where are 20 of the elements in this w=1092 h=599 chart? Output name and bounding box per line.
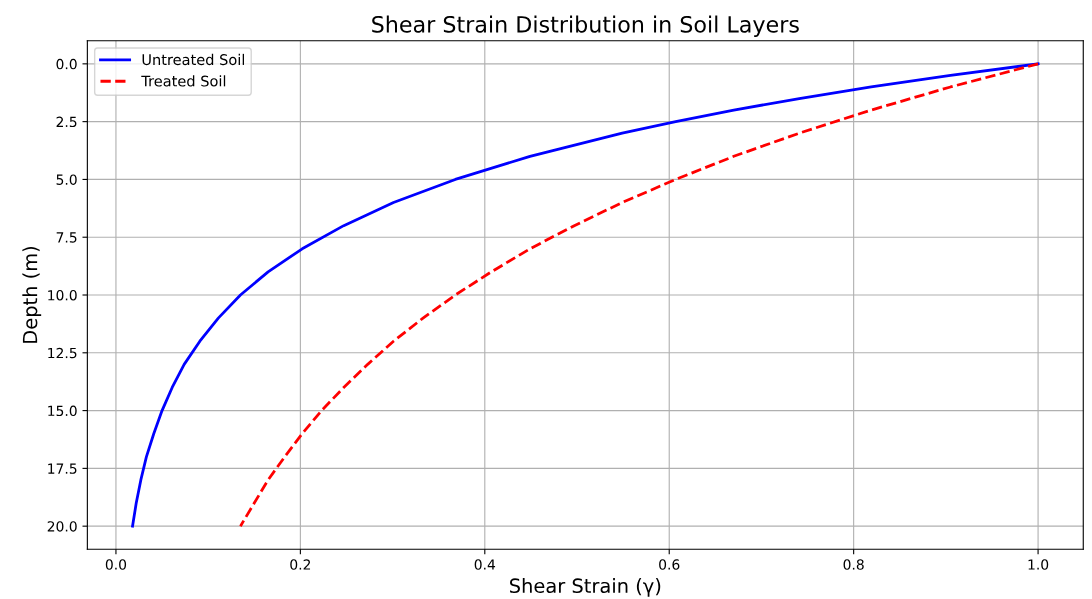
x-tick-label: 0.4 (474, 559, 496, 570)
y-tick-label: 15.0 (48, 405, 77, 417)
x-tick-label: 0.6 (659, 559, 680, 570)
legend-label: Treated Soil (141, 75, 226, 87)
y-tick-label: 12.5 (48, 347, 77, 359)
y-tick-label: 20.0 (47, 521, 77, 532)
x-tick-label: 0.0 (105, 559, 127, 570)
y-tick-label: 7.5 (56, 232, 77, 243)
x-axis-title: Shear Strain (γ) (510, 578, 661, 597)
x-tick-label: 1.0 (1028, 559, 1049, 570)
y-tick-label: 17.5 (48, 463, 77, 474)
y-tick-label: 0.0 (56, 58, 77, 70)
y-tick-label: 5.0 (56, 174, 77, 185)
chart-title: Shear Strain Distribution in Soil Layers (372, 15, 799, 38)
x-tick-label: 0.2 (290, 559, 311, 570)
legend-label: Untreated Soil (142, 53, 245, 66)
y-tick-label: 10.0 (48, 289, 77, 301)
y-axis-title: Depth (m) (22, 246, 42, 343)
x-tick-label: 0.8 (843, 559, 864, 570)
y-tick-label: 2.5 (56, 116, 77, 128)
